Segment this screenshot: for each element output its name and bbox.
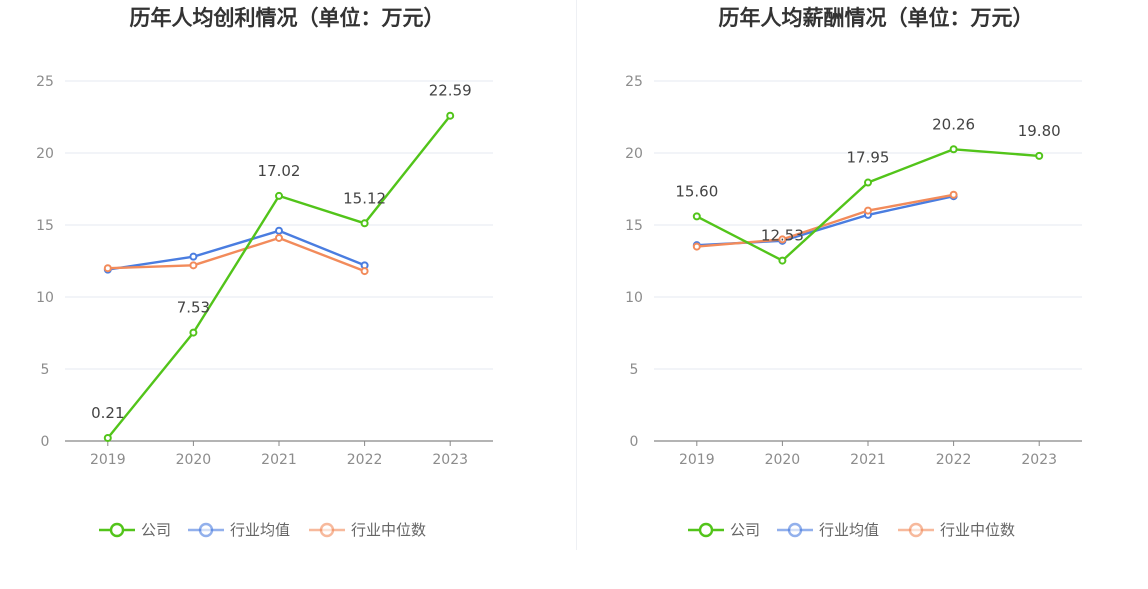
legend-item: 行业中位数 [309,521,426,539]
legend-item: 行业中位数 [898,521,1015,539]
data-point [275,226,283,235]
data-point [864,206,872,215]
y-tick-label: 10 [625,290,643,306]
data-point [692,212,701,221]
legend-item: 公司 [99,521,171,539]
data-label: 15.60 [675,182,718,200]
series-line-2 [696,193,954,248]
legend-marker [787,522,803,538]
data-point [692,242,701,251]
data-point [189,261,198,270]
y-tick-label: 25 [625,74,643,90]
legend-marker [908,522,924,538]
legend-label: 公司 [141,521,171,539]
y-tick-label: 5 [41,362,50,378]
data-label: 0.21 [91,404,124,422]
data-point [360,267,369,276]
legend-marker [319,522,335,538]
y-tick-label: 20 [36,146,54,162]
profit-per-capita-chart: 历年人均创利情况（单位：万元） 0 5 10 15 20 25 2019 2020 2021 202… [36,6,493,539]
salary-per-capita-chart: 历年人均薪酬情况（单位：万元） 0 5 10 15 20 25 2019 2020 2021 202… [625,6,1082,539]
y-tick-label: 0 [41,434,50,450]
profit-chart-panel: 历年人均创利情况（单位：万元） 0 5 10 15 20 25 2019 2020 2021 202… [36,6,493,539]
series-line-1 [107,229,366,271]
data-point [778,256,787,265]
data-label: 12.53 [761,227,804,245]
legend-marker [698,522,714,538]
data-label: 22.59 [429,82,472,100]
data-label: 7.53 [177,299,210,317]
data-point [275,233,283,242]
x-tick-label: 2022 [347,452,383,468]
legend-label: 行业中位数 [940,521,1015,539]
legend-label: 公司 [730,521,760,539]
legend-label: 行业均值 [819,521,879,539]
series-line-2 [107,236,366,273]
y-tick-label: 5 [630,362,639,378]
data-point [103,433,112,442]
x-tick-label: 2023 [1021,452,1057,468]
legend-item: 行业均值 [188,521,290,539]
x-tick-label: 2023 [432,452,468,468]
y-tick-label: 20 [625,146,643,162]
y-tick-label: 15 [625,218,643,234]
data-label: 17.95 [847,149,890,167]
data-point [189,328,198,337]
data-point [949,190,958,199]
x-tick-label: 2019 [679,452,715,468]
x-tick-label: 2020 [176,452,212,468]
y-tick-label: 0 [630,434,639,450]
data-point [360,219,369,228]
x-tick-label: 2022 [936,452,972,468]
x-tick-label: 2021 [850,452,886,468]
salary-chart-panel: 历年人均薪酬情况（单位：万元） 0 5 10 15 20 25 2019 2020 2021 202… [589,0,1148,589]
legend-marker [198,522,214,538]
x-tick-label: 2020 [765,452,801,468]
chart-title: 历年人均创利情况（单位：万元） [130,6,445,30]
x-tick-label: 2021 [261,452,297,468]
data-point [778,235,787,244]
y-tick-label: 15 [36,218,54,234]
legend-label: 行业均值 [230,521,290,539]
data-point [103,264,112,273]
data-label: 19.80 [1018,122,1061,140]
y-tick-label: 10 [36,290,54,306]
data-point [275,191,283,200]
data-label: 17.02 [258,162,301,180]
legend-item: 行业均值 [777,521,879,539]
chart-title: 历年人均薪酬情况（单位：万元） [719,6,1034,30]
panel-divider [576,0,577,550]
data-point [949,145,958,154]
data-point [189,252,198,261]
x-tick-label: 2019 [90,452,126,468]
legend-marker [109,522,125,538]
data-point [1035,151,1044,160]
legend-item: 公司 [688,521,760,539]
data-point [446,111,455,120]
data-label: 15.12 [343,189,386,207]
y-tick-label: 25 [36,74,54,90]
data-label: 20.26 [932,115,975,133]
legend-label: 行业中位数 [351,521,426,539]
data-point [864,178,872,187]
